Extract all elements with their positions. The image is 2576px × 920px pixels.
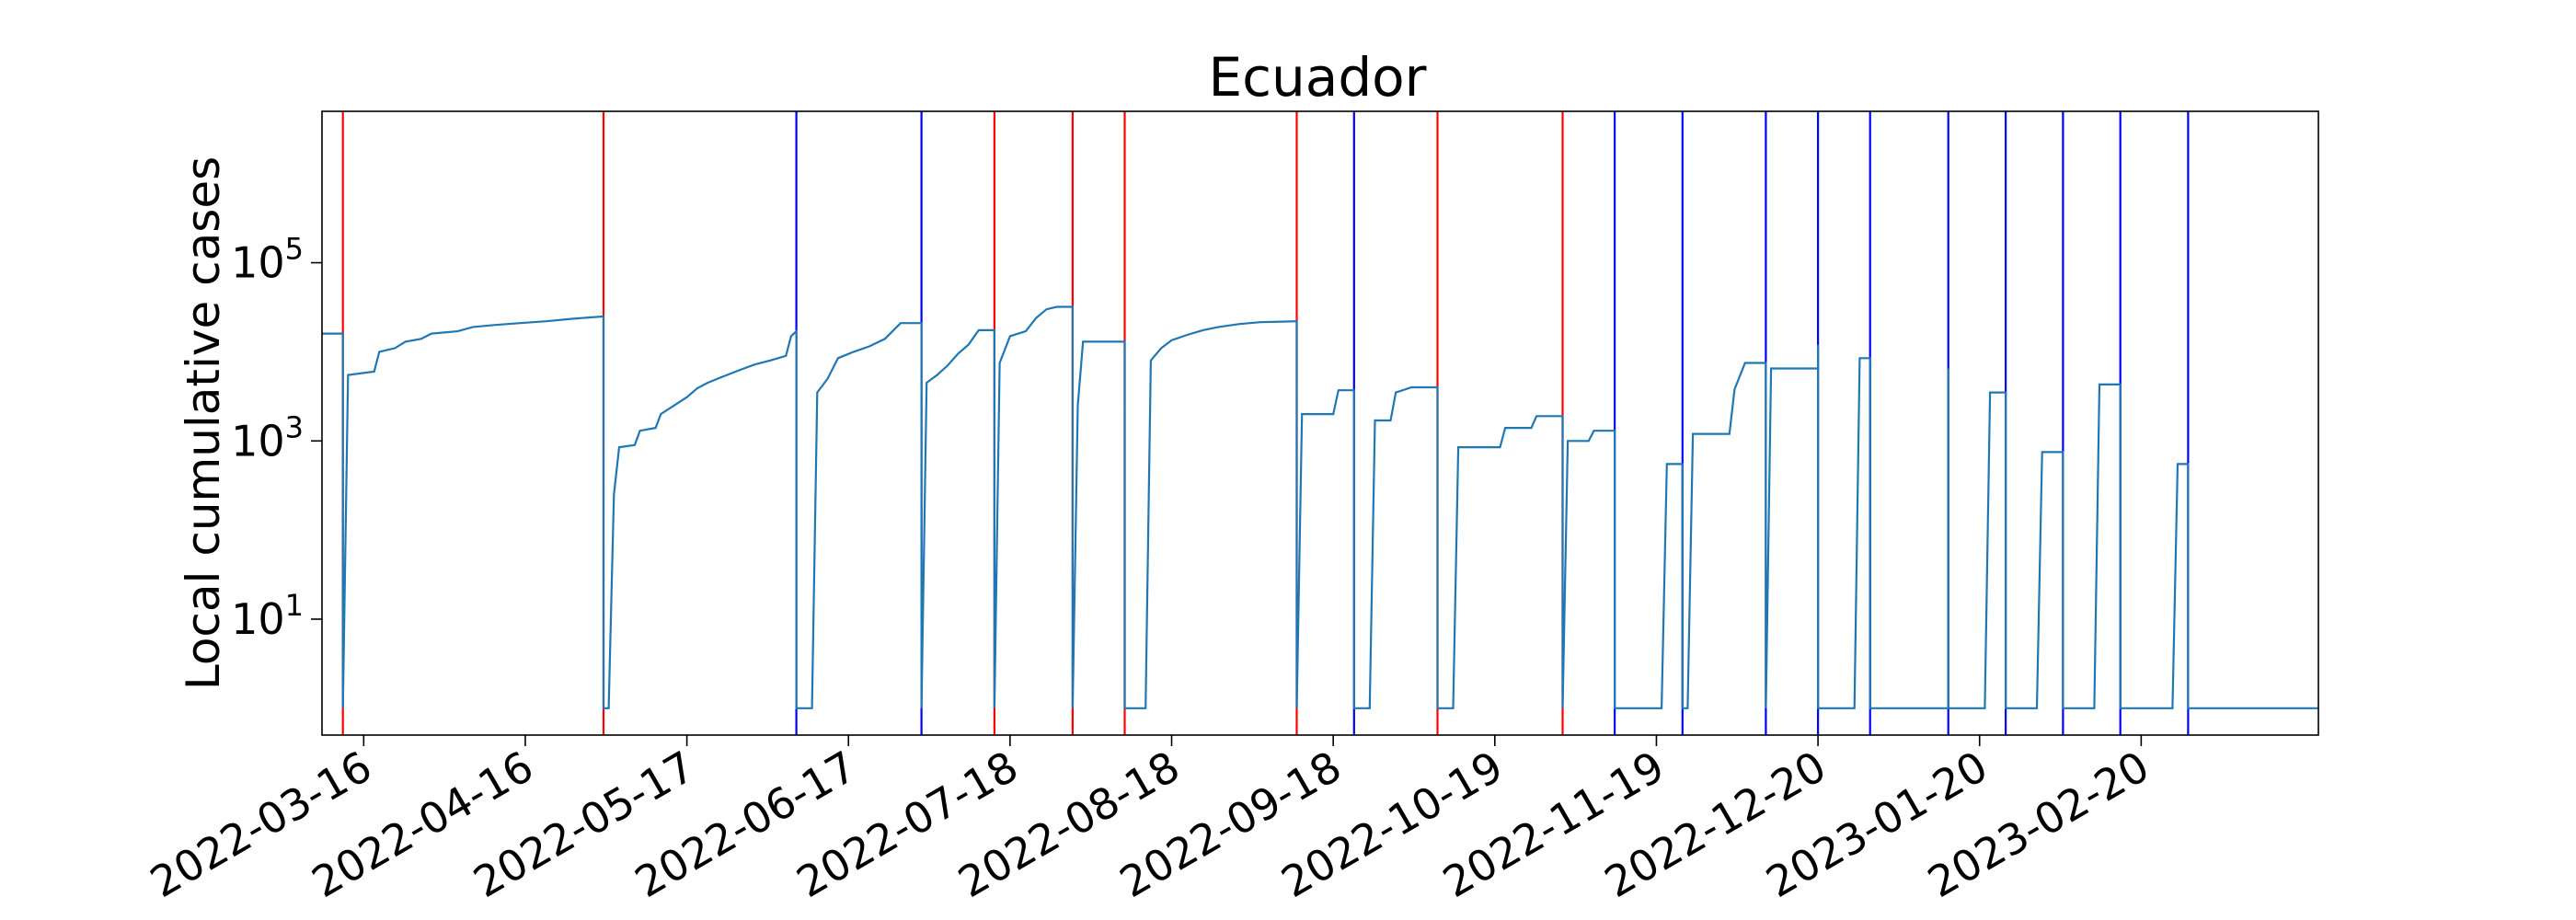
- event-lines: [341, 111, 2190, 735]
- series-layer: [322, 305, 2318, 709]
- series-line: [322, 305, 2318, 709]
- chart-title: Ecuador: [1209, 46, 1427, 109]
- y-axis-label: Local cumulative cases: [177, 156, 230, 690]
- y-axis: 101 103 105: [231, 232, 322, 644]
- y-tick-label: 101: [231, 588, 304, 644]
- y-tick-label: 103: [231, 409, 304, 466]
- x-axis: 2022-03-162022-04-162022-05-172022-06-17…: [142, 735, 2157, 907]
- plot-frame: [321, 110, 2319, 736]
- y-tick-label: 105: [231, 232, 304, 288]
